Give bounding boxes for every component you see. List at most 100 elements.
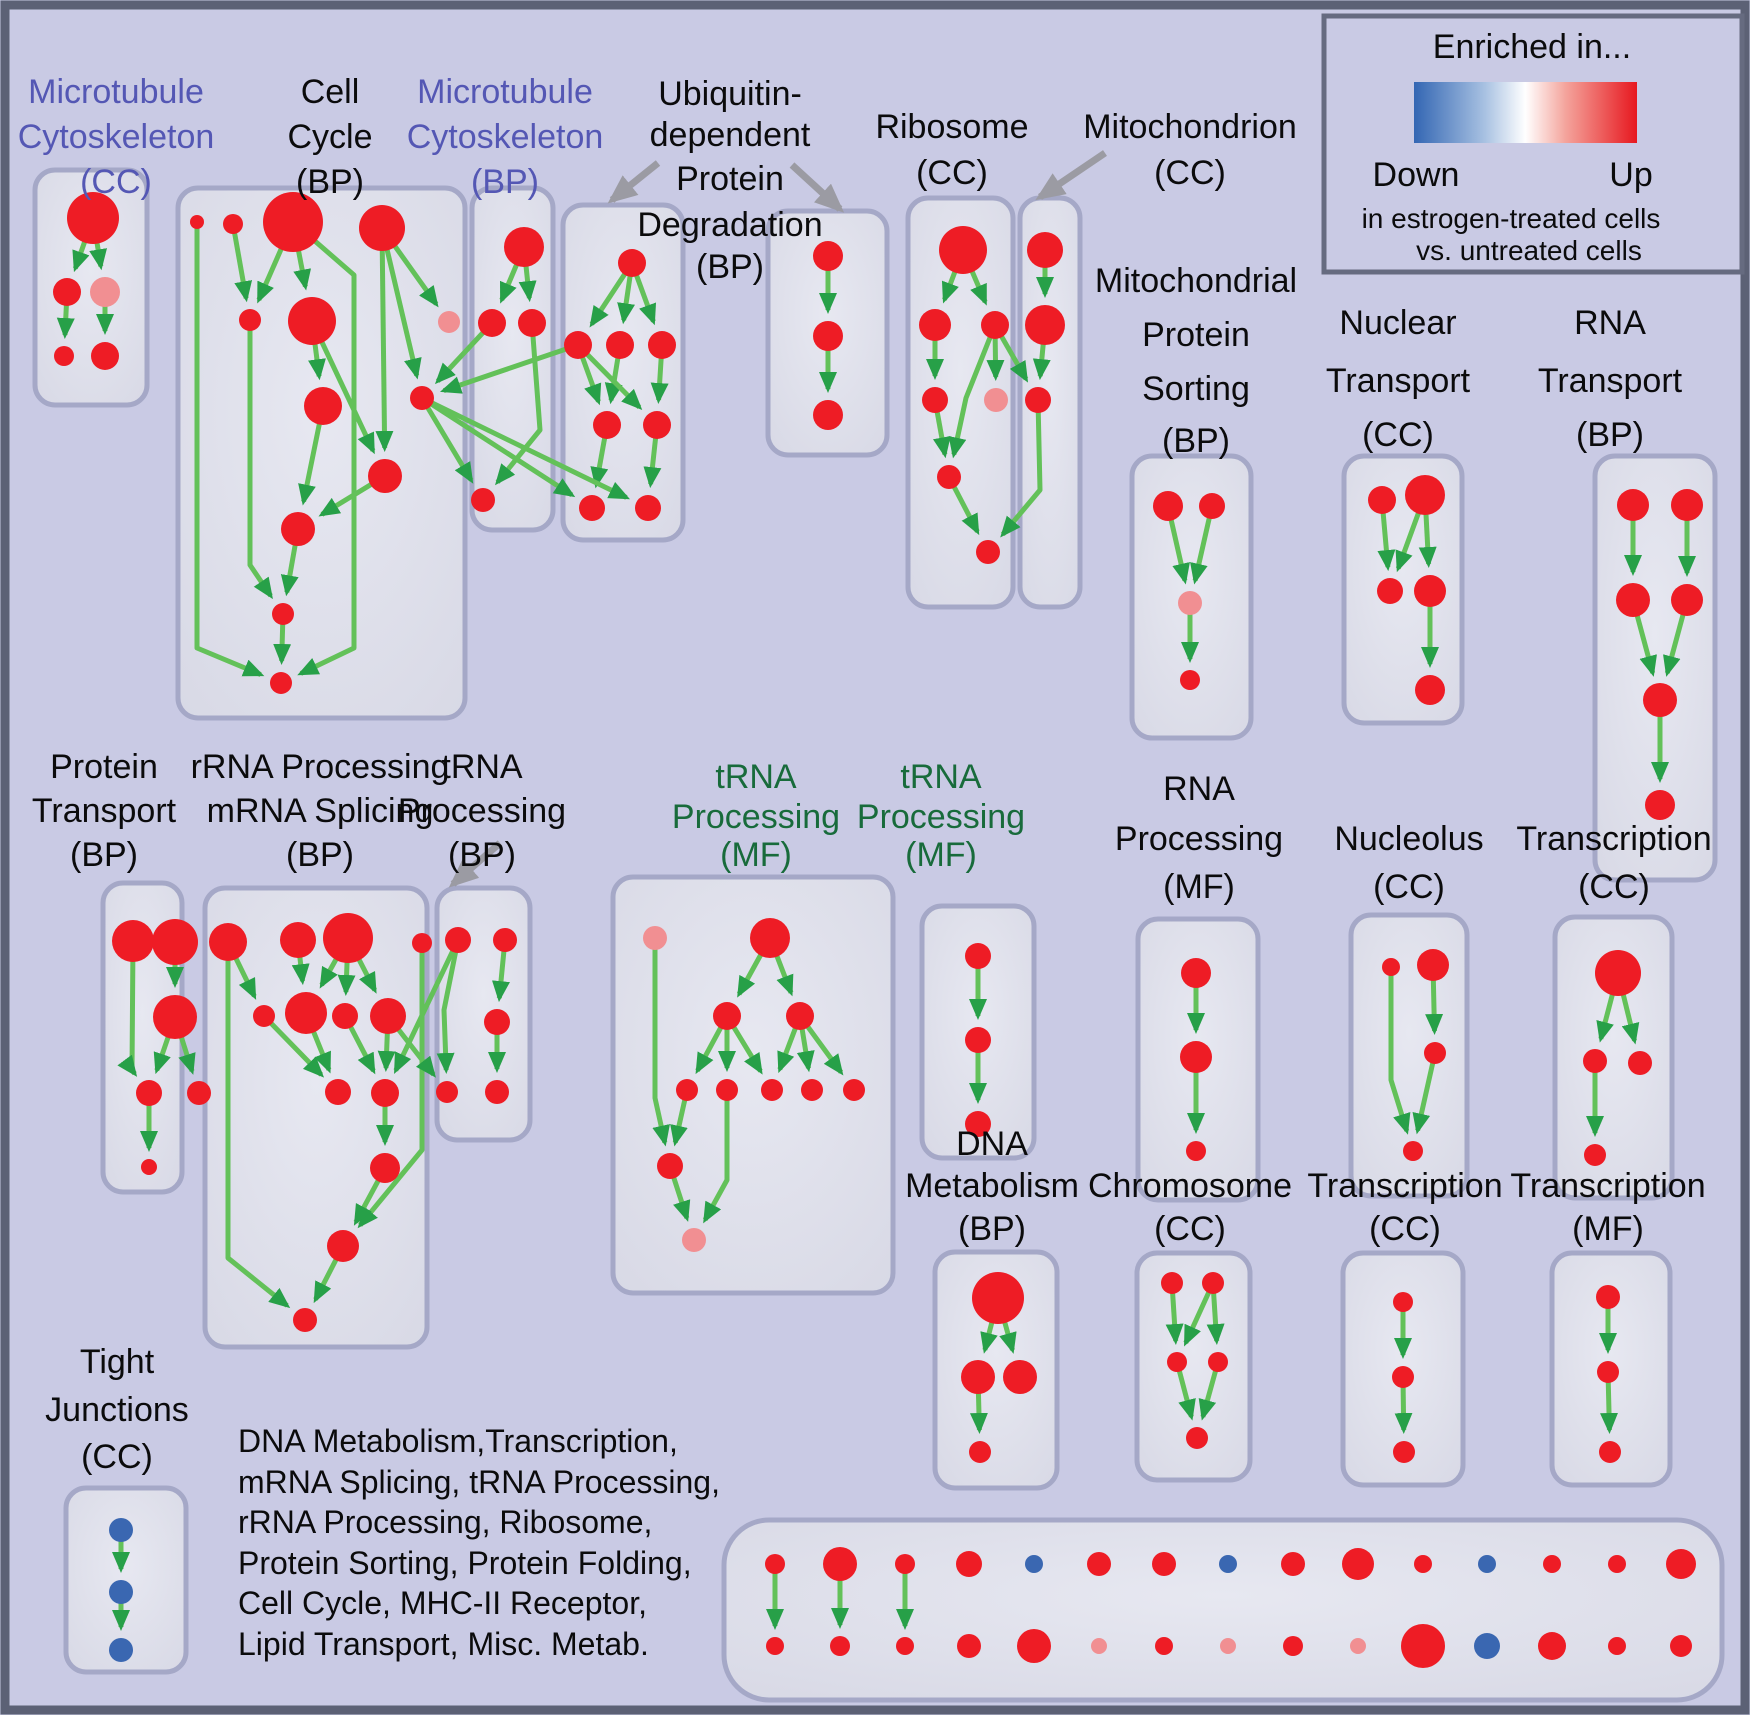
go-term-node-e1 <box>813 241 843 271</box>
cluster-box-nucleolus-cc <box>1348 912 1470 1199</box>
edge-b5-b11 <box>247 320 273 600</box>
go-term-node-l3 <box>323 913 373 963</box>
label-trna-bp-line2: Processing <box>398 792 566 830</box>
go-term-node-l9 <box>325 1079 351 1105</box>
legend-box <box>1321 13 1745 275</box>
label-microtubule-bp-line3: (BP) <box>471 163 539 201</box>
go-term-node-n10 <box>657 1153 683 1179</box>
edge-n1-n10 <box>652 938 670 1147</box>
go-term-node-d2b <box>606 331 634 359</box>
go-term-node-xt12 <box>1543 1555 1561 1573</box>
label-ubiquitin-bp-line2: dependent <box>650 116 811 154</box>
go-term-node-l2 <box>280 922 316 958</box>
go-term-node-d2c <box>648 331 676 359</box>
go-term-node-q2 <box>1417 949 1449 981</box>
go-term-node-m2 <box>493 928 517 952</box>
go-term-node-b4 <box>359 205 405 251</box>
summary-text-line1: DNA Metabolism,Transcription, <box>238 1423 678 1459</box>
go-term-node-f4 <box>922 387 948 413</box>
go-term-node-h2 <box>1199 493 1225 519</box>
label-ubiquitin-bp-line5: (BP) <box>696 248 764 286</box>
go-term-node-xt13 <box>1608 1555 1626 1573</box>
label-mito-protein-sorting-bp-line3: Sorting <box>1142 370 1250 408</box>
summary-text-line2: mRNA Splicing, tRNA Processing, <box>238 1464 720 1500</box>
label-nucleolus-cc-line2: (CC) <box>1373 868 1445 906</box>
label-mito-protein-sorting-bp-line4: (BP) <box>1162 422 1230 460</box>
go-term-node-d5 <box>579 495 605 521</box>
go-term-node-d1 <box>618 249 646 277</box>
legend-down-label: Down <box>1373 156 1460 194</box>
go-term-node-f7 <box>976 540 1000 564</box>
go-term-node-f3 <box>981 311 1009 339</box>
go-term-node-xt5 <box>1087 1552 1111 1576</box>
go-term-node-xt11 <box>1478 1555 1496 1573</box>
go-term-node-xb6 <box>1155 1637 1173 1655</box>
edge-b1-b12 <box>194 222 265 677</box>
go-term-node-t4 <box>1208 1352 1228 1372</box>
go-term-node-d4 <box>643 411 671 439</box>
go-term-node-g2 <box>1025 305 1065 345</box>
go-term-node-b12 <box>270 672 292 694</box>
edge-n6-n11 <box>702 1090 730 1224</box>
go-term-node-b5 <box>239 309 261 331</box>
go-term-node-d2a <box>564 331 592 359</box>
go-term-node-xb5 <box>1091 1638 1107 1654</box>
edge-d2a-b13 <box>439 342 579 394</box>
go-term-node-n4 <box>786 1002 814 1030</box>
go-term-node-q4 <box>1403 1141 1423 1161</box>
go-term-node-k4 <box>136 1080 162 1106</box>
edge-b4-b9 <box>375 227 394 453</box>
go-term-node-xb9 <box>1350 1638 1366 1654</box>
go-term-node-b8 <box>304 387 342 425</box>
go-term-node-a1 <box>67 192 119 244</box>
label-trna-mf-2-line1: tRNA <box>900 758 982 796</box>
label-rna-processing-mf-line3: (MF) <box>1163 868 1235 906</box>
go-term-node-xt9 <box>1342 1548 1374 1580</box>
go-term-node-n11 <box>682 1228 706 1252</box>
label-rna-processing-mf-line2: Processing <box>1115 820 1283 858</box>
label-rna-transport-bp-line3: (BP) <box>1576 416 1644 454</box>
cluster-box-cell-cycle-bp <box>175 185 468 721</box>
go-term-node-xb1 <box>830 1636 850 1656</box>
label-nuclear-transport-cc-line3: (CC) <box>1362 416 1434 454</box>
go-term-node-n2 <box>750 918 790 958</box>
go-term-node-k2 <box>152 919 198 965</box>
go-term-node-j6 <box>1645 790 1675 820</box>
cluster-box-dna-metabolism-bp <box>932 1249 1060 1491</box>
go-term-node-xb3 <box>957 1634 981 1658</box>
label-cell-cycle-bp-line2: Cycle <box>287 118 372 156</box>
label-cell-cycle-bp-line3: (BP) <box>296 163 364 201</box>
label-nuclear-transport-cc-line1: Nuclear <box>1339 304 1456 342</box>
go-term-node-v2 <box>1597 1361 1619 1383</box>
go-term-node-f2 <box>919 309 951 341</box>
label-microtubule-cc-line3: (CC) <box>80 163 152 201</box>
go-term-node-xb12 <box>1538 1632 1566 1660</box>
go-term-node-xt1 <box>823 1547 857 1581</box>
go-term-node-m1 <box>445 927 471 953</box>
go-term-node-e2 <box>813 321 843 351</box>
label-trna-bp-line1: tRNA <box>441 748 523 786</box>
go-term-node-o3 <box>965 1111 991 1137</box>
go-term-node-j1 <box>1617 489 1649 521</box>
edge-l1-l14 <box>225 942 291 1309</box>
go-term-node-e3 <box>813 400 843 430</box>
go-term-node-s2 <box>961 1360 995 1394</box>
go-term-node-g1 <box>1027 232 1063 268</box>
cluster-box-trna-mf-1 <box>610 874 896 1296</box>
go-term-node-xt6 <box>1152 1552 1176 1576</box>
go-term-node-xt2 <box>895 1554 915 1574</box>
go-term-node-xt4 <box>1025 1555 1043 1573</box>
go-term-node-w3 <box>109 1638 133 1662</box>
cluster-box-transcription-cc-mid <box>1552 914 1675 1201</box>
edge-g3-f7 <box>1000 399 1043 538</box>
go-term-node-xb0 <box>766 1637 784 1655</box>
go-term-node-r1 <box>1595 950 1641 996</box>
go-term-node-j2 <box>1671 489 1703 521</box>
go-term-node-h3 <box>1178 591 1202 615</box>
go-term-node-q3 <box>1424 1042 1446 1064</box>
go-term-node-xb8 <box>1283 1636 1303 1656</box>
go-term-node-a5 <box>91 342 119 370</box>
go-term-node-o1 <box>965 943 991 969</box>
go-term-node-f5 <box>984 388 1008 412</box>
